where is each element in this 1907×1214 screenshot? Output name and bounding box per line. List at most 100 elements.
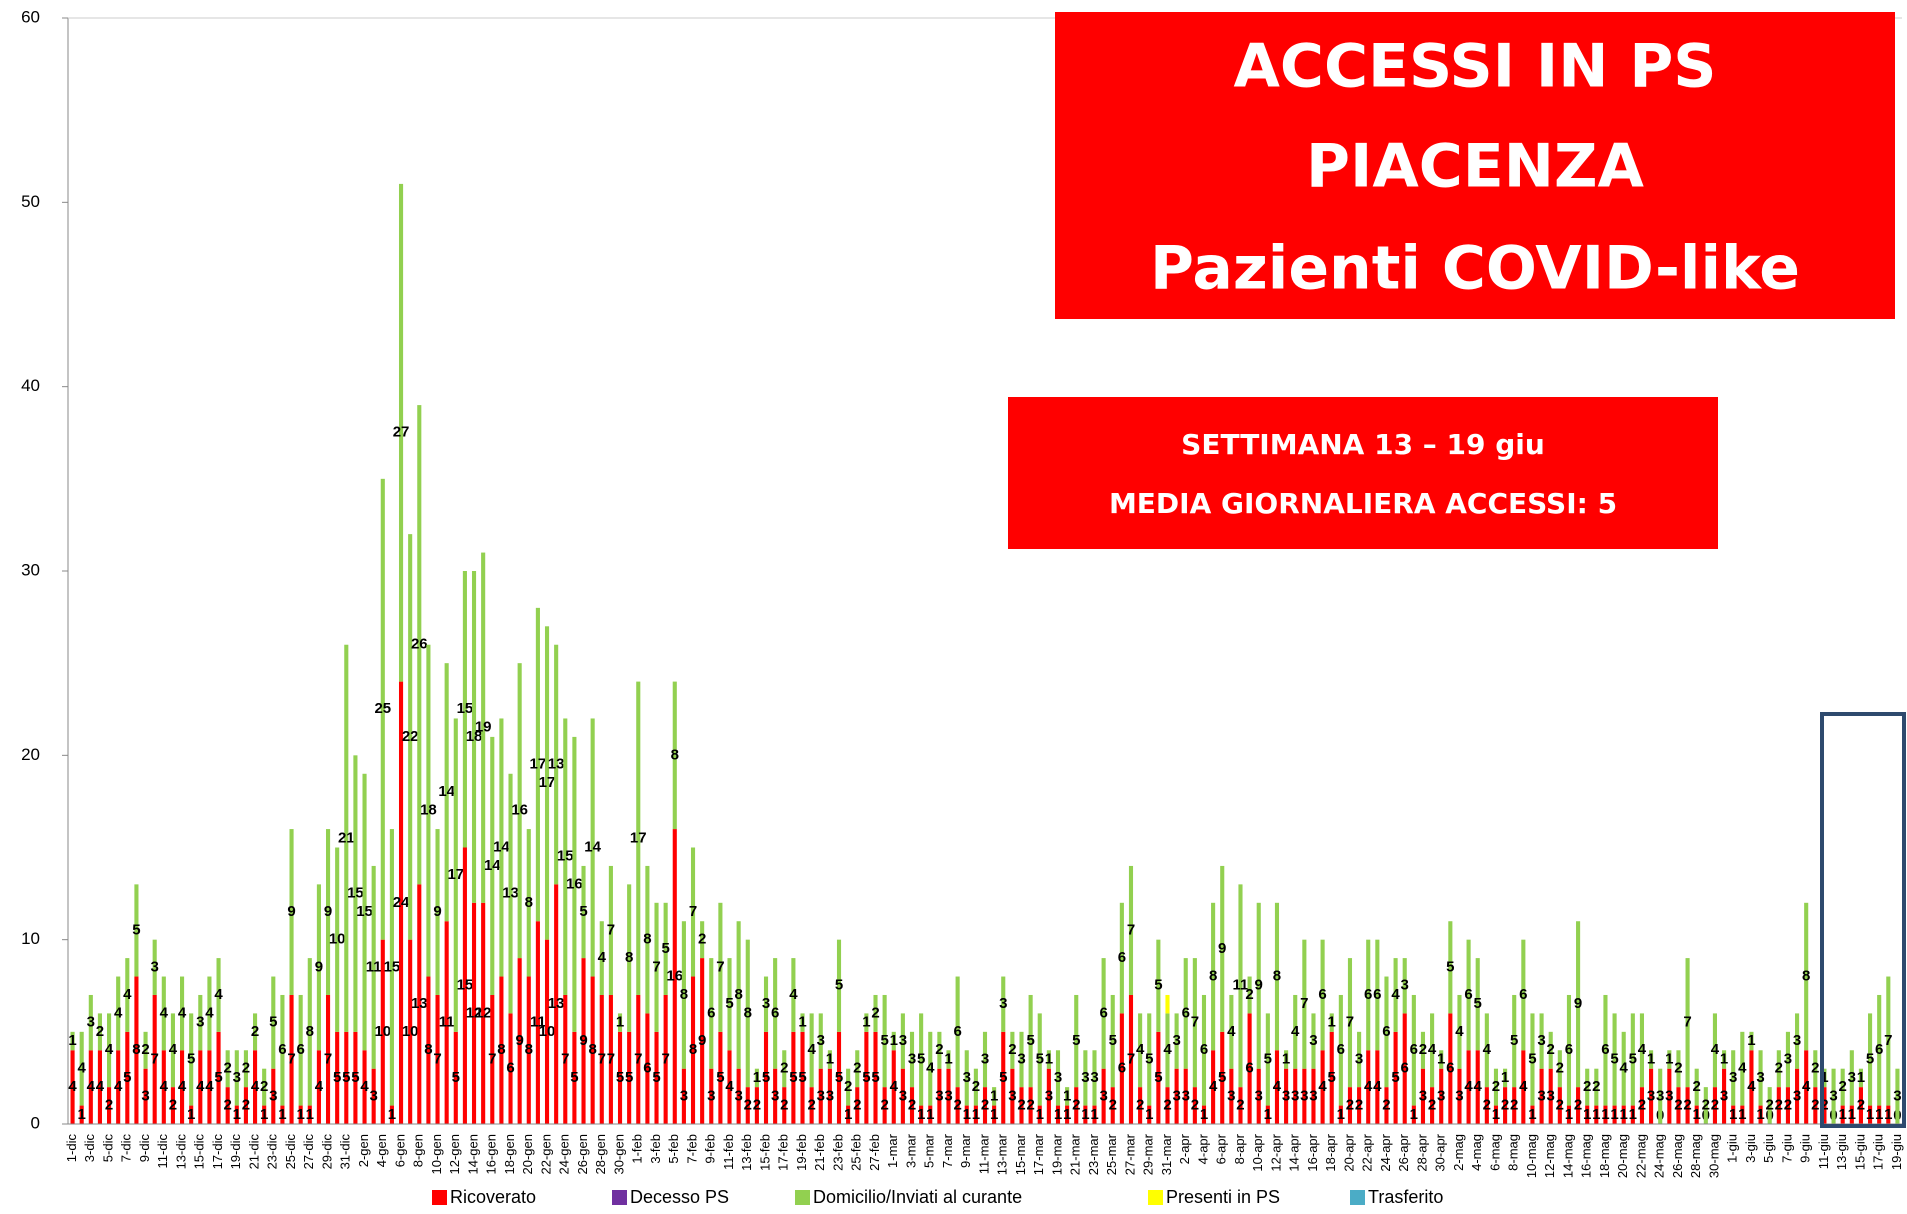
bar-segment xyxy=(973,1105,978,1124)
data-label: 8 xyxy=(525,894,533,911)
data-label: 3 xyxy=(1291,1087,1299,1104)
data-label: 2 xyxy=(1355,1097,1363,1114)
plot: 01020304050601-dic41143-dic43425-dic2444… xyxy=(21,7,1904,1206)
bar-segment xyxy=(672,681,677,830)
bar-segment xyxy=(1147,1105,1152,1124)
data-label: 8 xyxy=(643,931,651,948)
data-label: 6 xyxy=(1118,1060,1126,1077)
bar-segment xyxy=(1238,1087,1243,1124)
bar-segment xyxy=(1211,1050,1216,1124)
bar-segment xyxy=(1347,958,1353,1088)
bar-segment xyxy=(143,1031,148,1069)
annotation: SETTIMANA 13 – 19 giu xyxy=(1181,428,1545,461)
highlight-box xyxy=(1820,712,1906,1128)
bar-segment xyxy=(754,1087,759,1124)
bar-segment xyxy=(608,865,613,995)
data-label: 3 xyxy=(817,1087,825,1104)
bar-segment xyxy=(882,994,887,1088)
data-label: 1 xyxy=(1090,1106,1098,1123)
data-label: 9 xyxy=(433,903,441,920)
data-label: 13 xyxy=(548,756,565,773)
bar-segment xyxy=(1311,1068,1316,1124)
bar-segment xyxy=(809,1013,814,1088)
data-label: 3 xyxy=(899,1032,907,1049)
bar-segment xyxy=(1320,1050,1325,1124)
data-label: 3 xyxy=(151,958,159,975)
data-label: 2 xyxy=(1820,1097,1828,1114)
data-label: 8 xyxy=(1802,968,1810,985)
data-label: 6 xyxy=(1118,949,1126,966)
bar-segment xyxy=(882,1087,887,1124)
data-label: 5 xyxy=(123,1069,131,1086)
x-tick-label: 11-dic xyxy=(155,1134,170,1169)
bar-segment xyxy=(170,1087,175,1124)
bar-segment xyxy=(471,571,477,903)
bar-segment xyxy=(928,1031,933,1106)
bar-segment xyxy=(1612,1105,1617,1124)
bar-segment xyxy=(627,1031,632,1124)
data-label: 4 xyxy=(1483,1041,1492,1058)
bar-segment xyxy=(280,994,285,1106)
bar-segment xyxy=(316,1050,321,1124)
bar-segment xyxy=(307,1105,312,1124)
data-label: 1 xyxy=(1264,1106,1272,1123)
bar-segment xyxy=(1165,1087,1170,1124)
data-label: 5 xyxy=(1610,1050,1618,1067)
data-label: 2 xyxy=(224,1060,232,1077)
data-label: 14 xyxy=(493,838,510,855)
data-label: 5 xyxy=(862,1069,870,1086)
x-tick-label: 21-mar xyxy=(1068,1133,1083,1175)
data-label: 3 xyxy=(1437,1087,1445,1104)
x-tick-label: 1-feb xyxy=(630,1134,645,1164)
bar-segment xyxy=(864,1013,869,1032)
bar-segment xyxy=(1475,958,1480,1051)
bar-segment xyxy=(544,626,550,940)
bar-segment xyxy=(1201,1105,1207,1124)
bar-segment xyxy=(1174,1068,1179,1124)
bar-segment xyxy=(1439,1068,1444,1124)
data-label: 3 xyxy=(999,995,1007,1012)
data-label: 1 xyxy=(972,1106,980,1123)
data-label: 2 xyxy=(105,1097,113,1114)
bar-segment xyxy=(946,1068,951,1124)
data-label: 5 xyxy=(342,1069,350,1086)
data-label: 3 xyxy=(1537,1032,1545,1049)
data-label: 12 xyxy=(475,1004,492,1021)
data-label: 2 xyxy=(1072,1097,1080,1114)
bar-segment xyxy=(271,976,276,1069)
title-line: PIACENZA xyxy=(1306,132,1644,202)
data-label: 14 xyxy=(438,783,455,800)
data-label: 2 xyxy=(1556,1097,1564,1114)
data-label: 15 xyxy=(384,958,401,975)
data-label: 5 xyxy=(1629,1050,1637,1067)
data-label: 7 xyxy=(661,1050,669,1067)
x-tick-label: 3-mar xyxy=(903,1133,918,1168)
legend-label: Domicilio/Inviati al curante xyxy=(813,1187,1022,1207)
bar-segment xyxy=(490,994,495,1124)
x-tick-label: 19-giu xyxy=(1889,1134,1904,1170)
data-label: 1 xyxy=(990,1106,998,1123)
bar-segment xyxy=(1311,1013,1316,1069)
data-label: 3 xyxy=(826,1087,834,1104)
data-label: 2 xyxy=(1592,1078,1600,1095)
data-label: 4 xyxy=(1638,1041,1647,1058)
x-tick-label: 7-feb xyxy=(684,1134,699,1164)
bar-segment xyxy=(1767,1087,1772,1124)
data-label: 17 xyxy=(630,829,647,846)
bar-segment xyxy=(1101,958,1106,1069)
data-label: 5 xyxy=(1510,1032,1518,1049)
data-label: 4 xyxy=(807,1041,816,1058)
data-label: 2 xyxy=(96,1023,104,1040)
data-label: 27 xyxy=(393,424,410,441)
data-label: 2 xyxy=(1136,1097,1144,1114)
x-tick-label: 29-mar xyxy=(1141,1133,1156,1175)
bar-segment xyxy=(763,976,769,1032)
data-label: 4 xyxy=(196,1078,205,1095)
data-label: 15 xyxy=(347,885,364,902)
data-label: 1 xyxy=(1820,1069,1828,1086)
data-label: 1 xyxy=(1045,1050,1053,1067)
bar-segment xyxy=(1566,994,1572,1106)
data-label: 5 xyxy=(1528,1050,1536,1067)
data-label: 8 xyxy=(132,1041,140,1058)
bar-segment xyxy=(964,1050,969,1106)
